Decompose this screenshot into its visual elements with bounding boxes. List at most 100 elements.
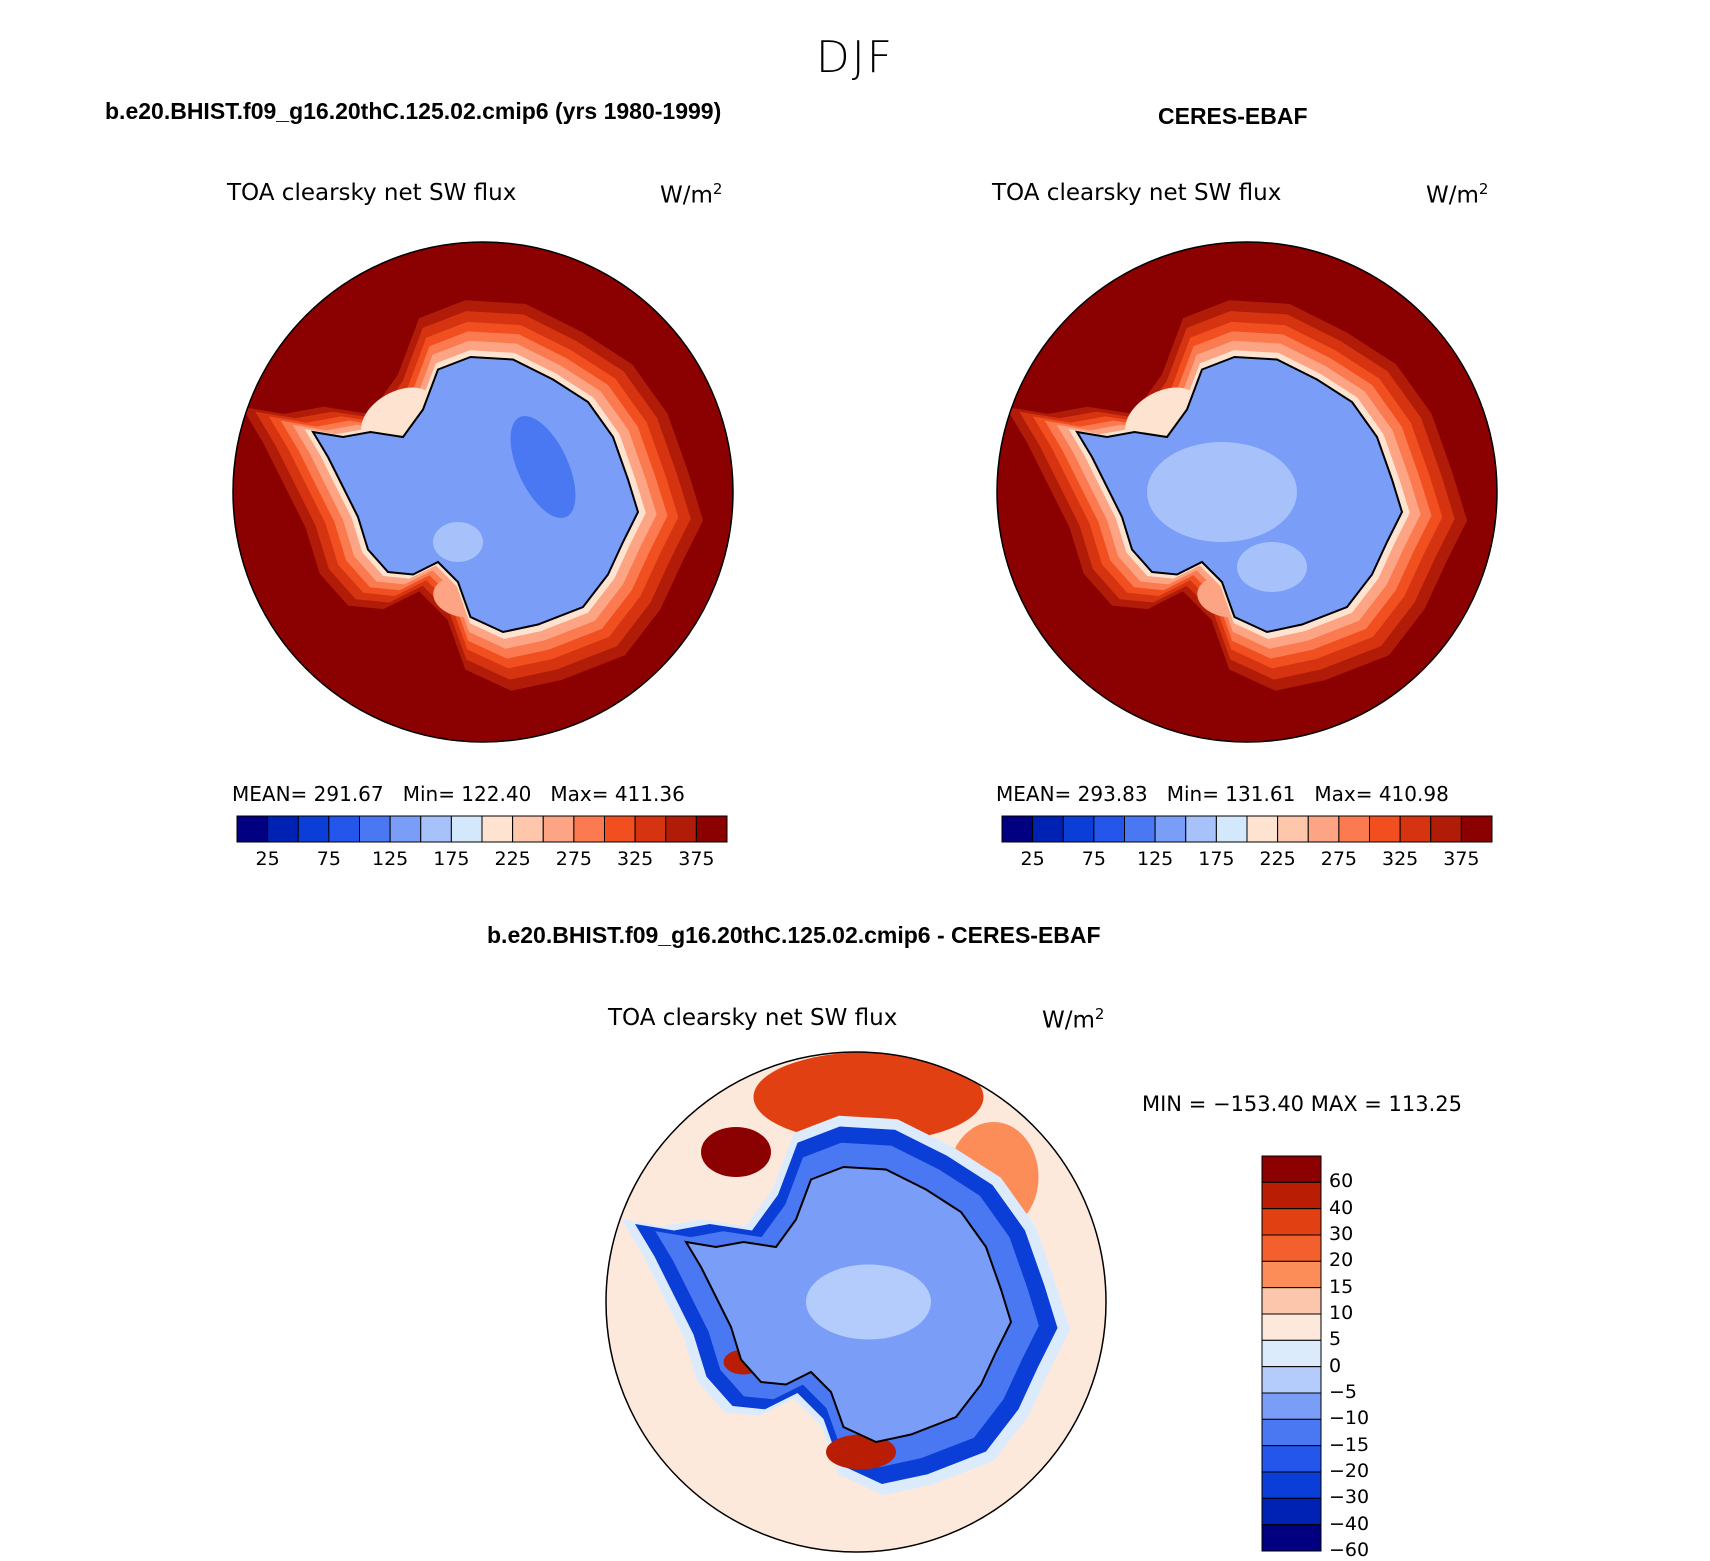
- panel3-swatch-6: [1261, 1313, 1322, 1341]
- panel1-title: b.e20.BHIST.f09_g16.20thC.125.02.cmip6 (…: [105, 98, 722, 124]
- panel2-swatch-12: [1369, 815, 1401, 843]
- panel2-map-border: [996, 241, 1498, 743]
- panel2-title: CERES-EBAF: [1158, 103, 1308, 129]
- panel3-swatch-5: [1261, 1287, 1322, 1315]
- panel3-units-base: W/m: [1042, 1007, 1095, 1034]
- panel3-tick-label: −30: [1329, 1486, 1370, 1509]
- panel3-swatch-12: [1261, 1471, 1322, 1499]
- panel3-tick-label: −15: [1329, 1433, 1370, 1456]
- panel3-tick-label: 0: [1329, 1354, 1342, 1377]
- panel1-map-border: [232, 241, 734, 743]
- panel3-field: [606, 1052, 1106, 1552]
- panel2-tick-label: 375: [1443, 848, 1480, 870]
- panel1-units-base: W/m: [660, 182, 713, 209]
- panel2-tick-label: 325: [1381, 848, 1419, 870]
- panel2-swatch-3: [1093, 815, 1125, 843]
- panel1-band-9: [313, 357, 638, 632]
- panel2-swatch-14: [1430, 815, 1462, 843]
- panel2-swatch-11: [1338, 815, 1370, 843]
- panel3-units: W/m2: [1042, 1005, 1104, 1034]
- panel2-swatch-4: [1124, 815, 1156, 843]
- panel3-swatch-3: [1261, 1234, 1322, 1262]
- panel1-swatch-2: [297, 815, 330, 843]
- panel3-tick-label: 60: [1329, 1170, 1354, 1193]
- panel3-swatch-13: [1261, 1497, 1322, 1526]
- panel3-tick-label: −5: [1329, 1381, 1358, 1403]
- panel3-variable: TOA clearsky net SW flux: [608, 1005, 898, 1031]
- panel1-stats: MEAN= 291.67 Min= 122.40 Max= 411.36: [232, 782, 685, 806]
- panel1-swatch-15: [695, 815, 728, 843]
- panel1-tick-label: 275: [555, 848, 592, 870]
- panel2-tick-label: 125: [1136, 848, 1174, 870]
- panel2-units-base: W/m: [1426, 182, 1479, 209]
- panel3-band-2: [701, 1127, 771, 1177]
- panel3-tick-label: −20: [1329, 1460, 1370, 1482]
- panel1-tick-label: 175: [433, 848, 470, 870]
- panel3-tick-label: −10: [1329, 1407, 1370, 1430]
- panel3-tick-label: 30: [1329, 1223, 1354, 1245]
- panel3-map-border: [605, 1051, 1107, 1553]
- panel3-swatch-9: [1261, 1392, 1322, 1420]
- panel3-swatch-7: [1261, 1339, 1322, 1368]
- panel1-coastline: [311, 355, 640, 634]
- panel3-band-1: [753, 1052, 984, 1142]
- panel3-tick-label: −40: [1329, 1512, 1370, 1535]
- panel3-swatch-11: [1261, 1445, 1322, 1473]
- panel2-swatch-13: [1399, 815, 1432, 843]
- panel1-swatch-11: [573, 815, 605, 843]
- panel2-coastline: [1075, 355, 1404, 634]
- panel2-units: W/m2: [1426, 180, 1488, 209]
- panel3-units-exp: 2: [1094, 1005, 1105, 1023]
- panel1-swatch-9: [512, 815, 544, 843]
- panel2-tick-label: 225: [1259, 848, 1296, 870]
- panel1-swatch-0: [236, 815, 269, 843]
- panel3-title: b.e20.BHIST.f09_g16.20thC.125.02.cmip6 -…: [487, 922, 1101, 948]
- panel2-tick-label: 75: [1081, 848, 1106, 870]
- panel1-tick-label: 75: [316, 848, 341, 870]
- panel2-swatch-10: [1307, 815, 1340, 843]
- panel1-tick-label: 125: [371, 848, 409, 870]
- panel1-tick-label: 375: [678, 848, 715, 870]
- panel2-tick-label: 275: [1320, 848, 1357, 870]
- panel1-swatch-4: [359, 815, 391, 843]
- panel2-band-10: [1147, 442, 1297, 542]
- season-title: DJF: [815, 32, 895, 83]
- panel3-tick-label: 15: [1329, 1275, 1354, 1298]
- panel1-band-10: [433, 522, 483, 562]
- panel3-tick-label: 40: [1329, 1196, 1354, 1219]
- panel1-swatch-14: [665, 815, 697, 843]
- panel3-tick-label: 5: [1329, 1328, 1342, 1351]
- panel3-swatch-2: [1261, 1208, 1322, 1236]
- panel3-tick-label: 20: [1329, 1249, 1354, 1272]
- panel2-units-exp: 2: [1478, 180, 1489, 198]
- panel2-swatch-15: [1460, 815, 1493, 843]
- panel3-band-10: [806, 1264, 931, 1340]
- panel1-field: [233, 242, 733, 742]
- panel3-tick-label: 10: [1329, 1302, 1354, 1324]
- panel1-band-11: [510, 416, 576, 518]
- panel1-variable: TOA clearsky net SW flux: [227, 180, 517, 206]
- panel2-stats: MEAN= 293.83 Min= 131.61 Max= 410.98: [996, 782, 1449, 806]
- panel1-swatch-5: [389, 815, 422, 843]
- panel3-swatch-14: [1261, 1524, 1322, 1552]
- panel2-field: [997, 242, 1497, 742]
- panel3-swatch-10: [1261, 1418, 1322, 1447]
- panel1-units: W/m2: [660, 180, 722, 209]
- panel3-band-7: [826, 1434, 896, 1470]
- panel1-tick-label: 25: [255, 848, 280, 870]
- panel3-coastline: [684, 1165, 1013, 1444]
- panel1-swatch-12: [604, 815, 636, 843]
- panel1-tick-label: 225: [494, 848, 531, 870]
- panel3-swatch-1: [1261, 1181, 1322, 1210]
- panel1-swatch-10: [542, 815, 575, 843]
- panel1-units-exp: 2: [712, 180, 723, 198]
- panel2-variable: TOA clearsky net SW flux: [992, 180, 1282, 206]
- panel1-swatch-3: [328, 815, 360, 843]
- panel3-tick-label: −60: [1329, 1539, 1370, 1561]
